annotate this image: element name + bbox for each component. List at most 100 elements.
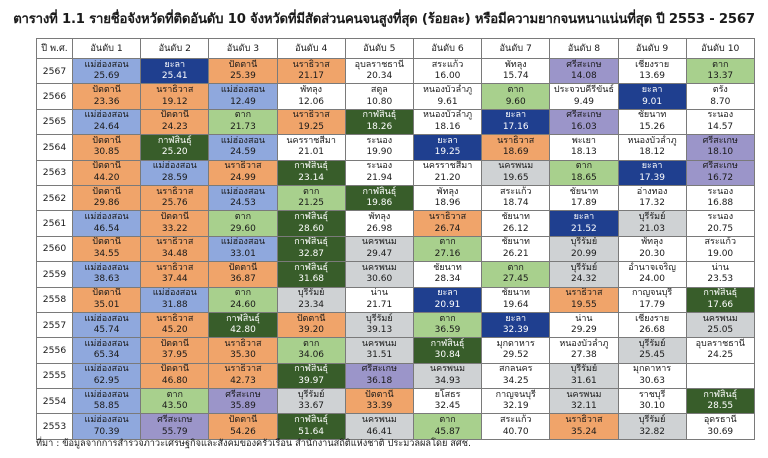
province-name: สระแก้ว: [704, 237, 737, 248]
poverty-ratio-value: 36.18: [366, 375, 393, 386]
province-name: นราธิวาส: [224, 338, 262, 349]
rank-cell: พัทลุง 20.30: [617, 235, 687, 263]
province-name: ตาก: [302, 338, 320, 349]
header-rank-5: อันดับ 5: [344, 38, 414, 59]
poverty-ratio-value: 39.20: [298, 325, 325, 336]
rank-cell: ตาก 45.87: [412, 413, 483, 440]
province-name: เชียงราย: [635, 59, 670, 70]
poverty-ratio-value: 17.79: [639, 299, 665, 310]
rank-cell: บุรีรัมย์ 32.82: [617, 413, 687, 440]
province-name: ตาก: [439, 415, 456, 426]
rank-cell: บุรีรัมย์ 31.61: [549, 362, 619, 390]
table-row: 2553 แม่ฮ่องสอน 70.39 ศรีสะเกษ 55.79 ปัตตานี 5…: [36, 413, 755, 440]
province-name: ตาก: [234, 288, 252, 299]
rank-cell: ระนอง 21.94: [344, 159, 414, 186]
rank-cell: นครพนม 46.41: [344, 413, 414, 440]
poverty-ratio-value: 45.74: [93, 325, 120, 336]
province-name: ตาก: [234, 211, 252, 222]
rank-cell: [685, 362, 755, 390]
header-rank-4: อันดับ 4: [276, 38, 346, 59]
province-name: นครพนม: [361, 237, 397, 248]
province-name: ประจวบคีรีขันธ์: [553, 84, 614, 95]
poverty-ratio-value: 9.60: [505, 96, 526, 107]
poverty-ratio-value: 10.80: [366, 96, 393, 107]
poverty-ratio-value: 18.26: [366, 121, 393, 132]
province-name: ยะลา: [505, 110, 527, 121]
poverty-ratio-value: 33.22: [161, 223, 188, 234]
rank-cell: นราธิวาส 25.76: [140, 184, 210, 212]
province-name: ปัตตานี: [160, 211, 190, 222]
province-name: แม่ฮ่องสอน: [220, 237, 265, 248]
poverty-ratio-value: 31.51: [366, 350, 393, 361]
poverty-ratio-value: 27.16: [434, 248, 461, 259]
rank-cell: นราธิวาส 21.17: [276, 57, 346, 85]
province-name: ชัยนาท: [501, 288, 530, 299]
poverty-ratio-value: 40.70: [502, 426, 529, 437]
poverty-ratio-value: 30.10: [639, 401, 665, 412]
rank-cell: อำนาจเจริญ 24.00: [617, 261, 687, 288]
rank-cell: ตาก 24.60: [208, 286, 278, 313]
rank-cell: อ่างทอง 17.32: [617, 184, 687, 212]
poverty-ratio-value: 29.29: [571, 325, 597, 336]
year-cell: 2553: [36, 413, 73, 440]
rank-cell: แม่ฮ่องสอน 45.74: [71, 311, 142, 339]
poverty-ratio-value: 24.53: [230, 198, 256, 209]
rank-cell: นครพนม 25.05: [685, 311, 755, 339]
poverty-ratio-value: 17.39: [639, 172, 665, 183]
poverty-ratio-value: 19.90: [366, 147, 393, 158]
rank-cell: ตาก 27.45: [481, 261, 551, 288]
province-name: ปัตตานี: [160, 364, 190, 375]
rank-cell: ระนอง 14.57: [685, 108, 755, 136]
rank-cell: แม่ฮ่องสอน 46.54: [71, 210, 142, 237]
rank-cell: นครพนม 34.93: [412, 362, 483, 390]
province-name: ปัตตานี: [228, 262, 258, 273]
poverty-ratio-value: 21.17: [298, 71, 325, 82]
rank-cell: แม่ฮ่องสอน 24.53: [208, 184, 278, 212]
province-name: พัทลุง: [368, 211, 391, 222]
province-name: นราธิวาส: [565, 415, 603, 426]
poverty-ratio-value: 21.52: [571, 223, 597, 234]
header-rank-6: อันดับ 6: [412, 38, 483, 59]
province-name: ตาก: [166, 389, 183, 400]
poverty-ratio-value: 17.66: [707, 299, 734, 310]
rank-cell: นราธิวาส 26.74: [412, 210, 483, 237]
province-name: ปัตตานี: [160, 110, 190, 121]
rank-cell: เชียงราย 13.69: [617, 57, 687, 85]
poverty-ratio-value: 54.26: [230, 426, 256, 437]
poverty-ratio-value: 24.32: [571, 274, 597, 285]
poverty-ratio-value: 25.05: [707, 325, 734, 336]
table-row: 2558 ปัตตานี 35.01 แม่ฮ่องสอน 31.88 ตาก 24.60 บ…: [36, 286, 755, 313]
poverty-ratio-value: 15.74: [502, 71, 529, 82]
province-name: ปัตตานี: [365, 389, 394, 400]
rank-cell: ระนอง 19.90: [344, 134, 414, 161]
poverty-ratio-value: 35.24: [571, 426, 597, 437]
poverty-ratio-value: 62.95: [93, 375, 120, 386]
rank-cell: กาฬสินธุ์ 31.68: [276, 261, 346, 288]
province-name: นราธิวาส: [292, 59, 330, 70]
rank-cell: ปัตตานี 23.36: [71, 83, 142, 110]
rank-cell: ปัตตานี 34.55: [71, 235, 142, 263]
poverty-ratio-value: 17.16: [502, 121, 529, 132]
rank-cell: ปัตตานี 24.23: [140, 108, 210, 136]
poverty-ratio-value: 34.48: [161, 248, 188, 259]
poverty-ratio-value: 24.00: [639, 274, 665, 285]
province-name: แม่ฮ่องสอน: [84, 110, 129, 121]
rank-cell: สระแก้ว 19.00: [685, 235, 755, 263]
poverty-ratio-value: 46.41: [366, 426, 393, 437]
province-name: ปัตตานี: [92, 288, 121, 299]
poverty-ratio-value: 14.08: [571, 71, 597, 82]
table-row: 2556 แม่ฮ่องสอน 65.34 ปัตตานี 37.95 นราธิวาส 3…: [36, 337, 755, 364]
rank-cell: นราธิวาส 42.73: [208, 362, 278, 390]
poverty-ratio-value: 21.20: [434, 172, 461, 183]
year-cell: 2564: [36, 134, 73, 161]
province-name: แม่ฮ่องสอน: [220, 186, 265, 197]
rank-cell: สกลนคร 34.25: [481, 362, 551, 390]
province-name: ระนอง: [707, 211, 734, 222]
header-rank-2: อันดับ 2: [140, 38, 210, 59]
province-name: ตาก: [439, 313, 456, 324]
rank-cell: นราธิวาส 34.48: [140, 235, 210, 263]
header-row: ปี พ.ศ. อันดับ 1 อันดับ 2 อันดับ 3 อันดั…: [36, 38, 755, 59]
poverty-ratio-value: 21.71: [366, 299, 393, 310]
poverty-ratio-value: 18.10: [707, 147, 734, 158]
province-name: เชียงราย: [635, 313, 670, 324]
